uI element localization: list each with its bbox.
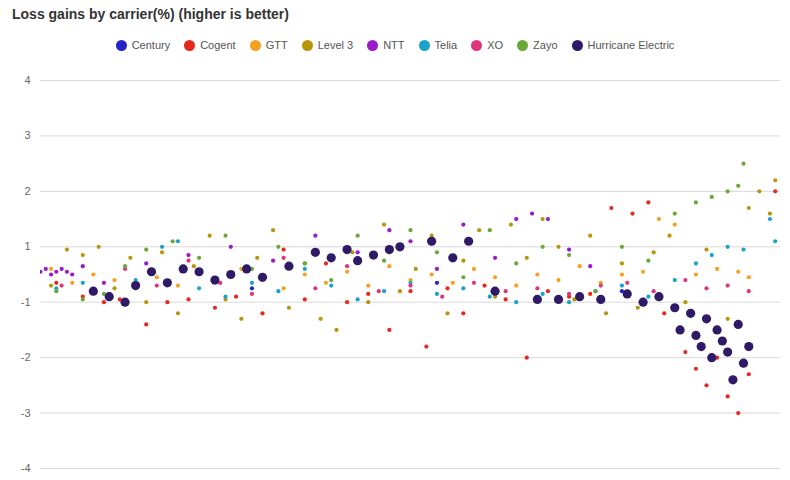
html-text:Zayo: Zayo bbox=[533, 39, 558, 51]
html-text:GTT: GTT bbox=[265, 39, 288, 51]
html-text:Level 3: Level 3 bbox=[317, 39, 354, 51]
html-text:Telia: Telia bbox=[434, 39, 458, 51]
html-text:Hurricane Electric: Hurricane Electric bbox=[587, 39, 675, 51]
html-text:XO: XO bbox=[487, 39, 504, 51]
html-text:Loss gains by carrier(%) (high: Loss gains by carrier(%) (higher is bett… bbox=[12, 6, 289, 22]
html-text:Cogent: Cogent bbox=[200, 39, 236, 51]
svg-text:4: 4 bbox=[24, 74, 30, 86]
svg-text:1: 1 bbox=[24, 240, 30, 252]
svg-text:3: 3 bbox=[24, 129, 30, 141]
svg-text:-1: -1 bbox=[21, 296, 31, 308]
svg-text:-4: -4 bbox=[21, 462, 31, 474]
svg-text:-2: -2 bbox=[21, 351, 31, 363]
html-text:Century: Century bbox=[131, 39, 171, 51]
svg-text:-3: -3 bbox=[21, 407, 31, 419]
html-text:NTT: NTT bbox=[383, 39, 405, 51]
svg-text:2: 2 bbox=[24, 185, 30, 197]
